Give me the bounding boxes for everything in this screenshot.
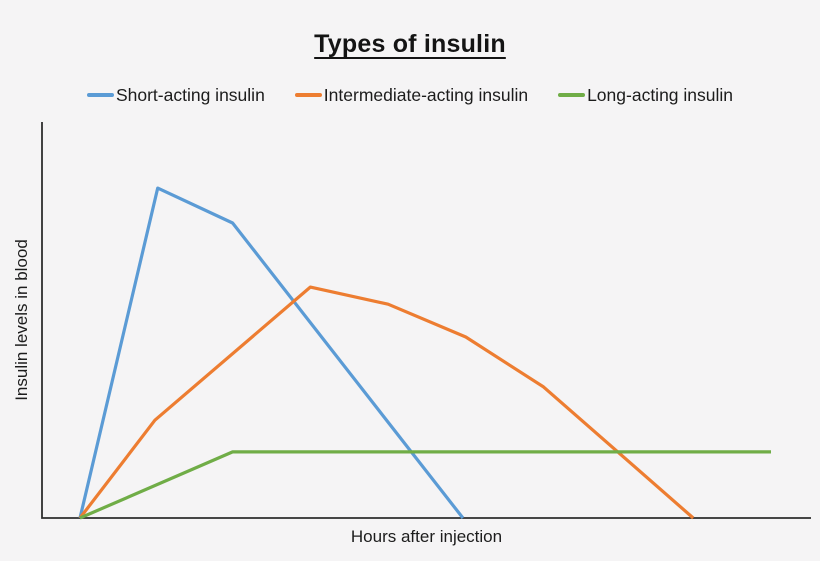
series-line-intermediate-acting-insulin <box>78 285 695 520</box>
series-line-long-acting-insulin <box>79 450 771 520</box>
x-axis-label: Hours after injection <box>350 527 503 546</box>
axis-lines <box>41 122 811 519</box>
y-axis-label: Insulin levels in blood <box>12 239 31 401</box>
legend-item-long-acting: Long-acting insulin <box>558 85 733 106</box>
legend-marker-short-acting-icon <box>86 93 114 97</box>
series-group <box>78 186 771 520</box>
legend-label-short-acting: Short-acting insulin <box>115 84 265 105</box>
legend-label-long-acting: Long-acting insulin <box>587 84 734 105</box>
chart-title: Types of insulin <box>314 30 506 58</box>
series-line-short-acting-insulin <box>78 186 465 519</box>
legend: Short-acting insulin Intermediate-acting… <box>0 82 820 108</box>
legend-item-short-acting: Short-acting insulin <box>86 84 265 106</box>
legend-item-intermediate-acting: Intermediate-acting insulin <box>294 84 529 106</box>
legend-label-intermediate-acting: Intermediate-acting insulin <box>323 84 529 105</box>
legend-marker-long-acting-icon <box>558 93 586 97</box>
legend-marker-intermediate-acting-icon <box>294 93 322 97</box>
